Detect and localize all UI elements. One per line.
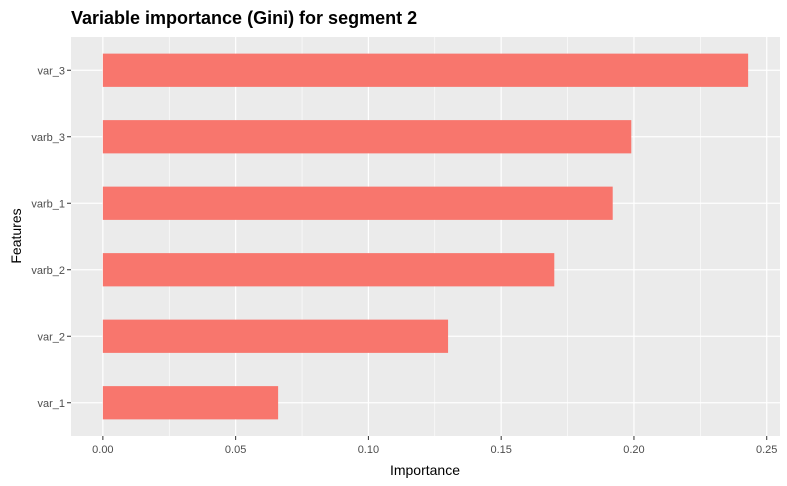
bar-var_2 [102, 319, 449, 353]
y-tick-label: var_2 [37, 331, 65, 343]
bar-varb_2 [102, 253, 555, 287]
x-axis: 0.00 0.05 0.10 0.15 0.20 0.25 [92, 436, 777, 456]
y-tick-label: varb_1 [31, 198, 65, 210]
x-tick-label: 0.25 [756, 444, 777, 456]
y-tick-label: var_3 [37, 65, 65, 77]
x-tick-label: 0.00 [92, 444, 113, 456]
y-axis: var_1 var_2 varb_2 varb_1 varb_3 var_3 [31, 65, 71, 410]
plot-panel [71, 37, 780, 436]
bars [102, 53, 749, 420]
minor-gridlines [168, 37, 701, 436]
y-axis-title: Features [8, 208, 24, 263]
y-tick-label: varb_2 [31, 265, 65, 277]
y-tick-label: var_1 [37, 398, 65, 410]
y-tick-label: varb_3 [31, 132, 65, 144]
bar-varb_3 [102, 120, 632, 154]
x-tick-label: 0.15 [490, 444, 511, 456]
bar-var_3 [102, 53, 749, 87]
x-tick-label: 0.10 [358, 444, 379, 456]
x-tick-label: 0.05 [225, 444, 246, 456]
x-tick-label: 0.20 [623, 444, 644, 456]
x-axis-title: Importance [390, 462, 460, 478]
chart-title: Variable importance (Gini) for segment 2 [71, 8, 417, 28]
bar-varb_1 [102, 186, 613, 220]
bar-var_1 [102, 386, 279, 420]
